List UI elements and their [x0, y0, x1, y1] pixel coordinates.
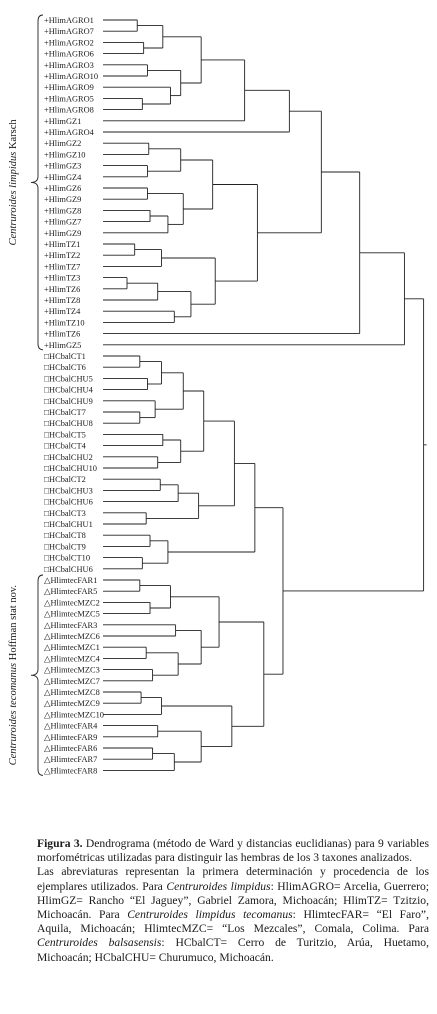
leaf-label: △HlimtecFAR7: [44, 755, 97, 764]
caption-paragraph-1: Figura 3. Dendrograma (método de Ward y …: [37, 837, 429, 865]
leaf-label: +HlimAGRO8: [44, 106, 94, 115]
leaf-label: □HCbalCHU8: [44, 419, 93, 428]
leaf-label: △HlimtecMZC5: [44, 610, 100, 619]
leaf-label: +HlimGZ2: [44, 139, 81, 148]
leaf-label: △HlimtecMZC7: [44, 677, 100, 686]
leaf-label: +HlimAGRO4: [44, 128, 95, 137]
leaf-label: △HlimtecMZC2: [44, 598, 100, 607]
limpidus-group-label: Centruroides limpidus Karsch: [8, 119, 19, 246]
dendrogram-svg: +HlimAGRO1 +HlimAGRO7 +HlimAGRO2 +HlimAGRO6…: [8, 14, 427, 776]
leaf-label: +HlimAGRO7: [44, 27, 94, 36]
leaf-label: +HlimTZ6: [44, 330, 80, 339]
leaf-label: +HlimTZ8: [44, 296, 80, 305]
leaf-label: △HlimtecFAR4: [44, 722, 98, 731]
leaf-label: +HlimTZ1: [44, 240, 80, 249]
caption-description: Dendrograma (método de Ward y distancias…: [37, 837, 429, 865]
leaf-label: +HlimGZ6: [44, 184, 81, 193]
leaf-label: □HCbalCHU2: [44, 453, 93, 462]
leaf-label: +HlimAGRO3: [44, 61, 94, 70]
leaf-label: □HCbalCHU9: [44, 397, 93, 406]
leaf-label: □HCbalCT4: [44, 442, 87, 451]
tecomanus-group-label: Centruroides tecomanus Hoffman stat nov.: [8, 585, 19, 765]
leaf-label: △HlimtecMZC6: [44, 632, 100, 641]
leaf-label: +HlimGZ5: [44, 341, 81, 350]
caption-text-a: Las abreviaturas representan la primera …: [37, 865, 429, 893]
leaf-label: +HlimAGRO10: [44, 72, 98, 81]
leaf-label: △HlimtecFAR5: [44, 587, 97, 596]
leaf-label: □HCbalCHU10: [44, 464, 97, 473]
leaf-label: +HlimGZ9: [44, 195, 81, 204]
leaf-label: +HlimAGRO9: [44, 83, 94, 92]
leaf-label: +HlimGZ8: [44, 206, 81, 215]
leaf-label: □HCbalCHU6: [44, 498, 93, 507]
leaf-label: □HCbalCT2: [44, 475, 86, 484]
leaf-label: +HlimTZ2: [44, 251, 80, 260]
leaf-label: □HCbalCT1: [44, 352, 86, 361]
species-name-balsasensis: Centruroides balsasensis: [37, 936, 162, 950]
leaf-label: +HlimGZ4: [44, 173, 82, 182]
leaf-label: □HCbalCHU4: [44, 386, 94, 395]
leaf-label: □HCbalCT8: [44, 531, 86, 540]
leaf-label: △HlimtecMZC1: [44, 643, 100, 652]
leaf-label: □HCbalCT9: [44, 542, 86, 551]
leaf-label: +HlimTZ3: [44, 274, 80, 283]
leaf-label: △HlimtecMZC8: [44, 688, 100, 697]
leaf-label: +HlimTZ6: [44, 285, 80, 294]
leaf-label: △HlimtecMZC3: [44, 666, 100, 675]
leaf-label: +HlimAGRO6: [44, 50, 94, 59]
leaf-label: △HlimtecMZC9: [44, 699, 100, 708]
leaf-label: +HlimGZ1: [44, 117, 81, 126]
dendrogram-figure: +HlimAGRO1 +HlimAGRO7 +HlimAGRO2 +HlimAGRO6…: [8, 14, 427, 776]
leaf-label: △HlimtecFAR9: [44, 733, 97, 742]
leaf-label: +HlimTZ10: [44, 318, 85, 327]
leaf-label: □HCbalCHU1: [44, 520, 93, 529]
leaf-label: △HlimtecFAR3: [44, 621, 97, 630]
leaf-label: +HlimGZ3: [44, 162, 81, 171]
caption-paragraph-2: Las abreviaturas representan la primera …: [37, 865, 429, 964]
leaf-label: +HlimAGRO1: [44, 16, 94, 25]
leaf-label: +HlimTZ7: [44, 262, 80, 271]
leaf-label: □HCbalCHU3: [44, 486, 93, 495]
leaf-label: +HlimAGRO5: [44, 94, 94, 103]
tecomanus-group-brace: [30, 574, 44, 776]
caption-text-c: : HlimtecFAR= “El Faro”, Aquila, Michoac…: [37, 908, 429, 936]
limpidus-group-brace: [30, 14, 44, 351]
leaf-label: □HCbalCT6: [44, 363, 86, 372]
leaf-label: □HCbalCT10: [44, 554, 90, 563]
leaf-label: □HCbalCT7: [44, 408, 86, 417]
caption-text-d: : HCbalCT= Cerro de Turitzio, Arúa, Huet…: [37, 936, 429, 964]
species-name-limpidus: Centruroides limpidus: [166, 879, 271, 893]
figure-number: Figura 3.: [37, 837, 83, 850]
leaf-label: +HlimAGRO2: [44, 38, 94, 47]
leaf-label: △HlimtecFAR6: [44, 744, 97, 753]
leaf-label: △HlimtecMZC4: [44, 654, 101, 663]
leaf-label: +HlimGZ7: [44, 218, 81, 227]
leaf-label: △HlimtecFAR1: [44, 576, 97, 585]
leaf-label: □HCbalCHU5: [44, 374, 93, 383]
leaf-label: □HCbalCHU6: [44, 565, 93, 574]
leaf-label: □HCbalCT3: [44, 509, 86, 518]
leaf-label: +HlimGZ9: [44, 229, 81, 238]
figure-caption: Figura 3. Dendrograma (método de Ward y …: [37, 837, 429, 965]
leaf-label: +HlimTZ4: [44, 307, 81, 316]
caption-text-b: : HlimAGRO= Arcelia, Guerrero; HlimGZ= R…: [37, 879, 429, 922]
leaf-label: □HCbalCT5: [44, 430, 86, 439]
leaf-label: △HlimtecMZC10: [44, 710, 104, 719]
leaf-label: +HlimGZ10: [44, 150, 85, 159]
species-name-tecomanus: Centruroides limpidus tecomanus: [127, 908, 293, 922]
leaf-label: △HlimtecFAR8: [44, 766, 97, 775]
